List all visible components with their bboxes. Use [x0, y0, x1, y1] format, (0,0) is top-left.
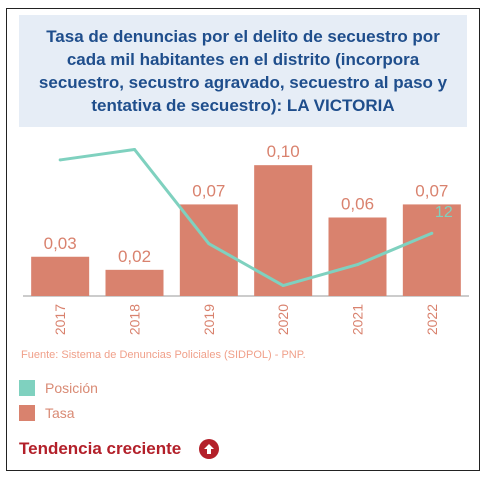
line-point-2022 [430, 231, 434, 235]
bar-2017 [31, 256, 90, 296]
legend-swatch-rate [19, 405, 35, 421]
legend: Posición Tasa [19, 377, 98, 427]
line-point-2018 [133, 147, 136, 151]
legend-item-rate: Tasa [19, 402, 98, 424]
bar-label-2022: 0,07 [415, 181, 448, 200]
bar-2018 [105, 269, 164, 296]
line-point-2017 [58, 158, 62, 162]
x-tick-2022: 2022 [424, 304, 440, 335]
legend-swatch-position [19, 380, 35, 396]
trend-label: Tendencia creciente [19, 439, 182, 458]
line-point-2020 [281, 284, 285, 288]
x-tick-2021: 2021 [350, 304, 366, 335]
bar-2020 [254, 165, 313, 296]
legend-item-position: Posición [19, 377, 98, 399]
line-point-2019 [207, 242, 211, 246]
bar-label-2018: 0,02 [118, 247, 151, 266]
arrow-up-circle-icon [199, 439, 220, 459]
line-label-2022: 12 [435, 204, 453, 221]
x-tick-2020: 2020 [275, 304, 291, 335]
trend-indicator: Tendencia creciente [19, 439, 220, 459]
chart-title: Tasa de denuncias por el delito de secue… [38, 27, 448, 115]
x-tick-2018: 2018 [127, 304, 143, 335]
chart-card: Tasa de denuncias por el delito de secue… [6, 8, 480, 471]
bar-label-2020: 0,10 [267, 142, 300, 161]
bar-label-2021: 0,06 [341, 195, 374, 214]
chart-plot: 0,03 2017 0,02 2018 0,07 2019 0,10 2020 0,06 2021… [23, 142, 469, 335]
x-tick-2019: 2019 [201, 304, 217, 335]
series-line-position [59, 147, 433, 288]
x-tick-2017: 2017 [52, 304, 68, 335]
source-note: Fuente: Sistema de Denuncias Policiales … [21, 349, 306, 361]
bar-label-2017: 0,03 [44, 234, 77, 253]
title-banner: Tasa de denuncias por el delito de secue… [19, 15, 467, 127]
bar-label-2019: 0,07 [192, 181, 225, 200]
legend-label-rate: Tasa [45, 405, 75, 421]
legend-label-position: Posición [45, 380, 98, 396]
bar-2022 [402, 204, 461, 296]
line-point-2021 [356, 263, 359, 267]
